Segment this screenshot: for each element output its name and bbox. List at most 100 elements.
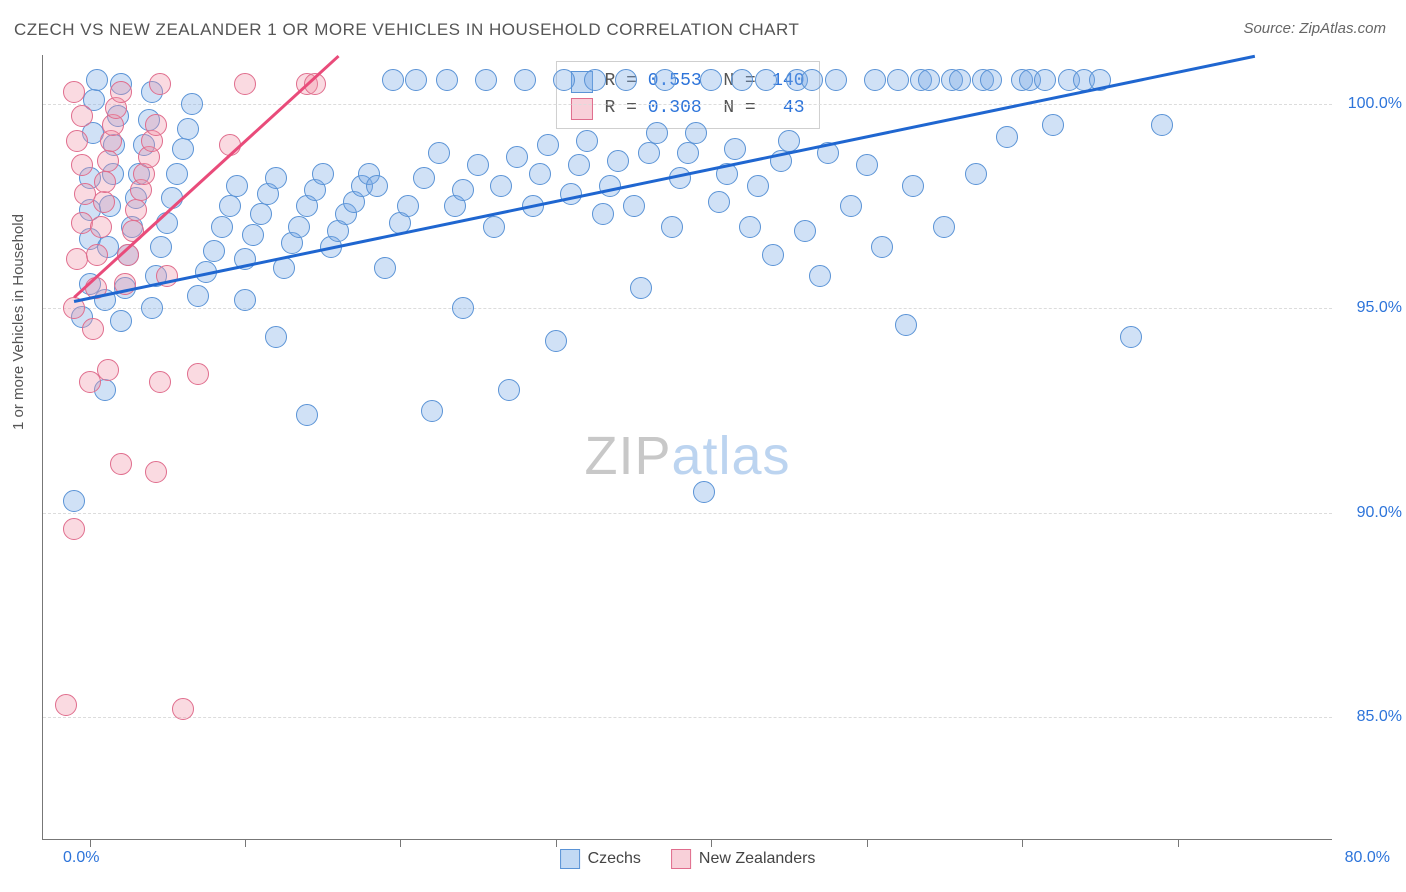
source-credit: Source: ZipAtlas.com bbox=[1243, 20, 1386, 37]
data-point bbox=[149, 73, 171, 95]
legend-label: Czechs bbox=[588, 850, 641, 868]
data-point bbox=[242, 224, 264, 246]
data-point bbox=[86, 69, 108, 91]
data-point bbox=[110, 310, 132, 332]
data-point bbox=[265, 326, 287, 348]
data-point bbox=[553, 69, 575, 91]
data-point bbox=[428, 142, 450, 164]
data-point bbox=[125, 199, 147, 221]
legend-stats: R = 0.308 N = 43 bbox=[604, 95, 804, 122]
data-point bbox=[172, 138, 194, 160]
data-point bbox=[801, 69, 823, 91]
data-point bbox=[150, 236, 172, 258]
y-axis-title: 1 or more Vehicles in Household bbox=[10, 214, 27, 430]
data-point bbox=[166, 163, 188, 185]
gridline bbox=[43, 308, 1332, 309]
data-point bbox=[97, 359, 119, 381]
data-point bbox=[71, 105, 93, 127]
data-point bbox=[661, 216, 683, 238]
data-point bbox=[630, 277, 652, 299]
data-point bbox=[405, 69, 427, 91]
data-point bbox=[63, 490, 85, 512]
data-point bbox=[607, 150, 629, 172]
data-point bbox=[97, 150, 119, 172]
data-point bbox=[902, 175, 924, 197]
data-point bbox=[110, 453, 132, 475]
data-point bbox=[871, 236, 893, 258]
data-point bbox=[226, 175, 248, 197]
data-point bbox=[452, 179, 474, 201]
data-point bbox=[250, 203, 272, 225]
data-point bbox=[996, 126, 1018, 148]
data-point bbox=[483, 216, 505, 238]
x-max-label: 80.0% bbox=[1345, 849, 1390, 867]
x-tick bbox=[1022, 839, 1023, 847]
data-point bbox=[490, 175, 512, 197]
data-point bbox=[700, 69, 722, 91]
data-point bbox=[122, 220, 144, 242]
data-point bbox=[145, 114, 167, 136]
x-tick bbox=[90, 839, 91, 847]
data-point bbox=[825, 69, 847, 91]
data-point bbox=[747, 175, 769, 197]
data-point bbox=[529, 163, 551, 185]
x-tick bbox=[245, 839, 246, 847]
data-point bbox=[71, 154, 93, 176]
data-point bbox=[156, 212, 178, 234]
data-point bbox=[731, 69, 753, 91]
data-point bbox=[452, 297, 474, 319]
data-point bbox=[980, 69, 1002, 91]
data-point bbox=[366, 175, 388, 197]
y-tick-label: 90.0% bbox=[1342, 504, 1402, 522]
data-point bbox=[110, 81, 132, 103]
gridline bbox=[43, 717, 1332, 718]
data-point bbox=[467, 154, 489, 176]
data-point bbox=[219, 195, 241, 217]
data-point bbox=[809, 265, 831, 287]
legend-swatch bbox=[671, 849, 691, 869]
x-min-label: 0.0% bbox=[63, 849, 99, 867]
data-point bbox=[1120, 326, 1142, 348]
data-point bbox=[397, 195, 419, 217]
data-point bbox=[498, 379, 520, 401]
watermark: ZIPatlas bbox=[584, 425, 790, 487]
data-point bbox=[141, 297, 163, 319]
x-tick bbox=[711, 839, 712, 847]
data-point bbox=[211, 216, 233, 238]
data-point bbox=[382, 69, 404, 91]
data-point bbox=[475, 69, 497, 91]
data-point bbox=[568, 154, 590, 176]
data-point bbox=[623, 195, 645, 217]
data-point bbox=[856, 154, 878, 176]
data-point bbox=[181, 93, 203, 115]
chart-title: CZECH VS NEW ZEALANDER 1 OR MORE VEHICLE… bbox=[14, 20, 799, 40]
legend-row: R = 0.308 N = 43 bbox=[570, 95, 804, 122]
data-point bbox=[615, 69, 637, 91]
data-point bbox=[1151, 114, 1173, 136]
data-point bbox=[762, 244, 784, 266]
data-point bbox=[933, 216, 955, 238]
data-point bbox=[234, 289, 256, 311]
data-point bbox=[537, 134, 559, 156]
data-point bbox=[708, 191, 730, 213]
gridline bbox=[43, 104, 1332, 105]
legend-label: New Zealanders bbox=[699, 850, 816, 868]
data-point bbox=[288, 216, 310, 238]
data-point bbox=[82, 318, 104, 340]
data-point bbox=[55, 694, 77, 716]
data-point bbox=[436, 69, 458, 91]
data-point bbox=[145, 461, 167, 483]
y-tick-label: 95.0% bbox=[1342, 299, 1402, 317]
data-point bbox=[312, 163, 334, 185]
data-point bbox=[739, 216, 761, 238]
data-point bbox=[895, 314, 917, 336]
data-point bbox=[677, 142, 699, 164]
y-tick-label: 100.0% bbox=[1342, 95, 1402, 113]
data-point bbox=[685, 122, 707, 144]
data-point bbox=[646, 122, 668, 144]
data-point bbox=[66, 130, 88, 152]
data-point bbox=[545, 330, 567, 352]
series-legend: Czechs New Zealanders bbox=[560, 849, 816, 869]
data-point bbox=[93, 191, 115, 213]
data-point bbox=[296, 404, 318, 426]
